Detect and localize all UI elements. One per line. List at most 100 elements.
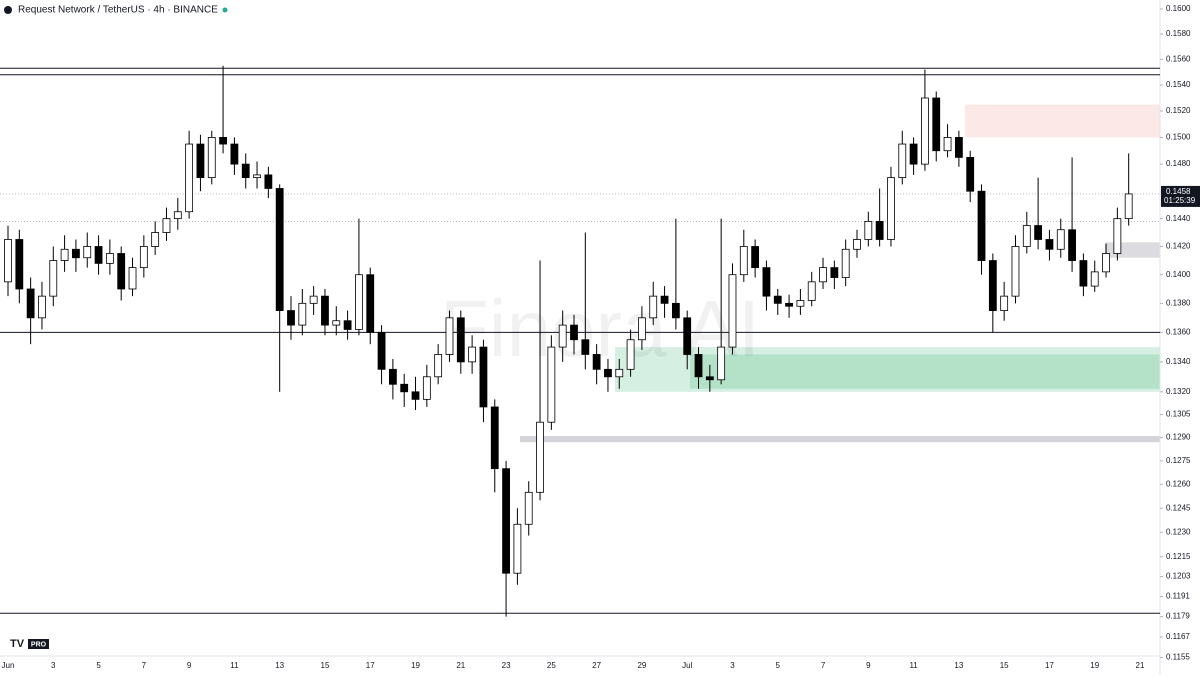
candle-body (15, 239, 24, 290)
x-tick-label: 5 (96, 661, 101, 670)
y-tick-label: 0.1167 (1166, 632, 1190, 641)
y-tick-label: 0.1400 (1166, 270, 1191, 279)
candle-body (966, 157, 975, 192)
candle-body (592, 354, 601, 370)
candle-body (105, 253, 114, 264)
zone (520, 436, 1160, 443)
x-tick-label: 25 (547, 661, 556, 670)
x-tick-label: Jun (2, 661, 15, 670)
x-tick-label: 7 (142, 661, 147, 670)
candle-body (570, 324, 578, 341)
y-tick-label: 0.1203 (1166, 572, 1191, 581)
x-tick-label: 21 (1136, 661, 1145, 670)
candle-body (388, 368, 397, 385)
candle-body (275, 188, 284, 311)
candle-body (366, 274, 375, 333)
candle-body (830, 267, 839, 278)
y-tick-label: 0.1275 (1166, 456, 1191, 465)
candle-body (649, 295, 658, 319)
candle-body (502, 468, 510, 574)
candle-body (253, 174, 261, 179)
candle-body (728, 274, 737, 348)
chart-title: Request Network / TetherUS · 4h · BINANC… (18, 5, 218, 16)
price-tag-countdown: 01:25:39 (1164, 196, 1196, 205)
x-tick-label: 13 (275, 661, 284, 670)
candle-body (151, 232, 160, 247)
candle-body (400, 383, 409, 393)
x-tick-label: 9 (187, 661, 192, 670)
candle-body (536, 421, 544, 493)
x-tick-label: 19 (411, 661, 420, 670)
x-tick-label: 17 (366, 661, 375, 670)
candle-body (1090, 271, 1099, 287)
candle-body (72, 248, 80, 259)
y-tick-label: 0.1540 (1166, 80, 1191, 89)
y-tick-label: 0.1191 (1166, 592, 1190, 601)
candle-body (117, 253, 126, 290)
candle-body (26, 288, 35, 319)
candle-body (841, 248, 850, 278)
candle-body (604, 368, 612, 378)
candle-body (434, 354, 443, 378)
candle-body (660, 295, 669, 304)
candle-body (615, 368, 624, 378)
candle-body (932, 97, 941, 152)
candle-body (717, 346, 726, 381)
y-tick-label: 0.1320 (1166, 387, 1191, 396)
candle-body (321, 295, 329, 326)
candle-body (411, 391, 420, 400)
candle-body (558, 324, 567, 348)
logo-badge (28, 639, 49, 649)
candle-body (1011, 246, 1020, 297)
x-tick-label: 15 (321, 661, 330, 670)
y-tick-label: 0.1380 (1166, 298, 1191, 307)
zone (965, 104, 1160, 138)
y-tick-label: 0.1155 (1166, 653, 1190, 662)
candle-body (898, 143, 907, 179)
x-tick-label: 9 (866, 661, 871, 670)
candle-body (807, 281, 816, 301)
candle-body (343, 320, 352, 330)
y-tick-label: 0.1420 (1166, 242, 1191, 251)
y-tick-label: 0.1600 (1166, 4, 1191, 13)
candle-body (287, 310, 295, 326)
x-tick-label: 13 (954, 661, 963, 670)
x-tick-label: 5 (776, 661, 781, 670)
candle-body (298, 302, 307, 326)
candle-body (1113, 218, 1122, 254)
price-tag (1161, 185, 1200, 207)
candle-body (988, 260, 997, 311)
logo-pro: PRO (31, 641, 47, 648)
x-tick-label: 21 (456, 661, 465, 670)
x-tick-label: Jul (682, 661, 692, 670)
candle-body (751, 246, 760, 269)
logo-tv: TV (10, 638, 25, 650)
candle-body (94, 246, 103, 264)
candle-body (909, 143, 918, 165)
y-tick-label: 0.1500 (1166, 133, 1191, 142)
y-tick-label: 0.1260 (1166, 479, 1191, 488)
candle-body (60, 248, 69, 261)
x-tick-label: 19 (1090, 661, 1099, 670)
x-tick-label: 27 (592, 661, 601, 670)
candle-body (683, 317, 692, 355)
candle-body (921, 97, 929, 165)
candle-body (853, 239, 861, 250)
y-tick-label: 0.1560 (1166, 54, 1191, 63)
candle-body (694, 354, 703, 378)
candle-body (773, 295, 782, 304)
y-tick-label: 0.1340 (1166, 357, 1191, 366)
candle-body (762, 267, 771, 297)
candle-body (1022, 225, 1031, 247)
candle-body (785, 302, 793, 307)
candle-body (513, 523, 522, 574)
candle-body (490, 406, 499, 470)
symbol-icon (4, 6, 12, 14)
candle-body (4, 239, 12, 283)
candle-body (185, 143, 194, 213)
candle-body (219, 137, 227, 145)
candle-body (241, 163, 250, 179)
x-tick-label: 23 (502, 661, 511, 670)
candle-body (1056, 229, 1065, 250)
y-tick-label: 0.1290 (1166, 433, 1191, 442)
